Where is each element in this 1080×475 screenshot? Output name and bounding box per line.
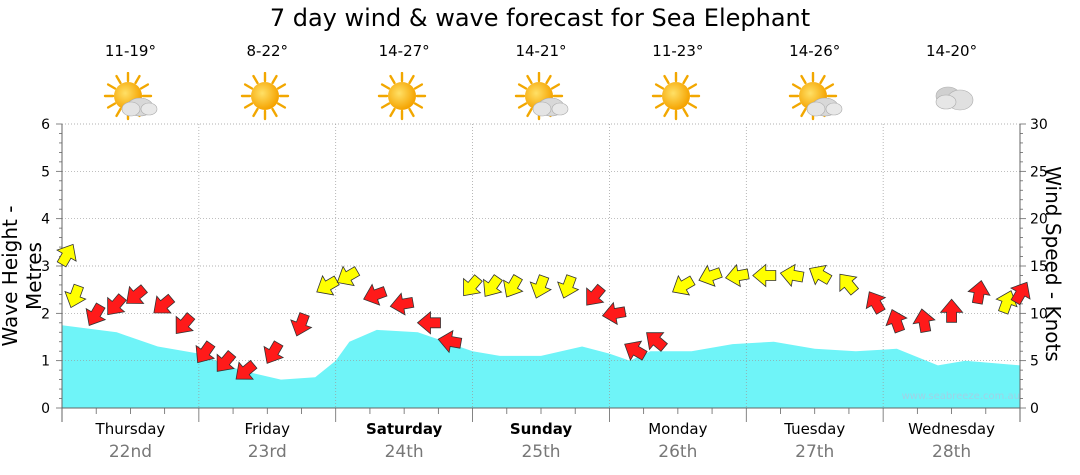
wind-arrow (779, 263, 805, 288)
y-tick-label-right: 20 (1030, 212, 1048, 228)
sun-icon (651, 72, 701, 121)
wind-arrow (839, 273, 860, 296)
temperature-range: 11-19° (104, 42, 156, 60)
wind-arrow (85, 302, 107, 326)
temperature-range: 14-21° (515, 42, 567, 60)
wind-arrow (601, 301, 627, 326)
wind-arrow (624, 340, 648, 362)
y-tick-label-left: 2 (41, 306, 50, 322)
y-tick-label-right: 10 (1030, 306, 1048, 322)
temperature-range: 14-26° (789, 42, 841, 60)
day-date: 28th (932, 442, 972, 462)
y-tick-label-right: 30 (1030, 117, 1048, 133)
y-tick-label-right: 15 (1030, 259, 1048, 275)
wind-arrow (363, 283, 388, 306)
wind-arrow (437, 329, 463, 354)
wind-arrow (290, 312, 313, 337)
day-name: Saturday (365, 420, 443, 438)
wind-arrow (557, 274, 580, 299)
sun-icon (241, 72, 290, 121)
wind-arrow (967, 280, 991, 305)
y-tick-label-left: 3 (41, 259, 50, 275)
temperature-range: 14-27° (378, 42, 430, 60)
wind-arrow (336, 265, 361, 287)
y-axis-right-label: Wind Speed - Knots (1041, 166, 1065, 362)
wind-arrow (939, 298, 964, 323)
y-axis-left-label: Wave Height - Metres (0, 205, 46, 347)
y-tick-label-left: 5 (41, 164, 50, 180)
y-tick-label-right: 5 (1030, 354, 1039, 370)
axis-ticks (56, 123, 1026, 422)
wind-arrow (416, 310, 441, 335)
wind-arrows (56, 243, 1031, 380)
wind-arrow (698, 264, 723, 287)
wind-arrow (126, 284, 148, 304)
temperature-range: 8-22° (246, 42, 289, 60)
day-name: Wednesday (908, 420, 995, 438)
wind-arrow (885, 309, 908, 334)
wind-arrow (216, 350, 237, 372)
wind-arrow (175, 312, 196, 334)
wind-arrow (389, 292, 415, 316)
day-date: 22nd (108, 442, 153, 462)
wind-arrow (195, 340, 216, 364)
sun-cloud-icon (514, 72, 569, 121)
chart-title: 7 day wind & wave forecast for Sea Eleph… (269, 4, 811, 32)
y-tick-label-left: 6 (41, 117, 50, 133)
wind-arrow (235, 359, 258, 380)
day-name: Tuesday (784, 420, 846, 438)
y-tick-label-left: 0 (41, 401, 50, 417)
wind-arrow (153, 293, 176, 314)
y-tick-label-right: 25 (1030, 164, 1048, 180)
wind-arrow (1010, 281, 1031, 306)
temperature-range: 11-23° (652, 42, 704, 60)
day-name: Sunday (509, 420, 573, 438)
day-date: 26th (658, 442, 698, 462)
wind-arrow (529, 274, 552, 299)
wind-arrow (725, 263, 750, 288)
wind-arrow (263, 340, 285, 364)
wind-arrow (107, 293, 127, 316)
wind-arrow (672, 274, 696, 296)
wind-arrow (316, 274, 340, 296)
day-date: 27th (795, 442, 835, 462)
day-name: Friday (244, 420, 291, 438)
wind-arrow (865, 291, 887, 315)
temperature-range: 14-20° (926, 42, 978, 60)
wind-arrow (646, 332, 668, 352)
y-tick-label-right: 0 (1030, 401, 1039, 417)
wind-arrow (586, 283, 606, 306)
wind-arrow (64, 283, 87, 309)
wave-height-area (62, 325, 1020, 408)
wind-arrow (912, 308, 936, 333)
day-date: 23rd (247, 442, 287, 462)
day-name: Thursday (95, 420, 166, 438)
cloud-icon (935, 86, 973, 111)
y-tick-label-left: 4 (41, 212, 50, 228)
day-date: 25th (521, 442, 561, 462)
wind-arrow (463, 274, 483, 297)
day-date: 24th (384, 442, 424, 462)
watermark: www.seabreeze.com.au (901, 391, 1020, 402)
sun-icon (377, 72, 427, 121)
y-tick-label-left: 1 (41, 354, 50, 370)
day-name: Monday (648, 420, 708, 438)
sun-cloud-icon (788, 72, 843, 121)
wind-arrow (752, 263, 777, 288)
sun-cloud-icon (104, 72, 158, 121)
wind-arrow (56, 243, 77, 268)
wind-arrow (483, 274, 503, 297)
wind-arrow (808, 264, 833, 286)
wind-arrow (503, 274, 524, 298)
